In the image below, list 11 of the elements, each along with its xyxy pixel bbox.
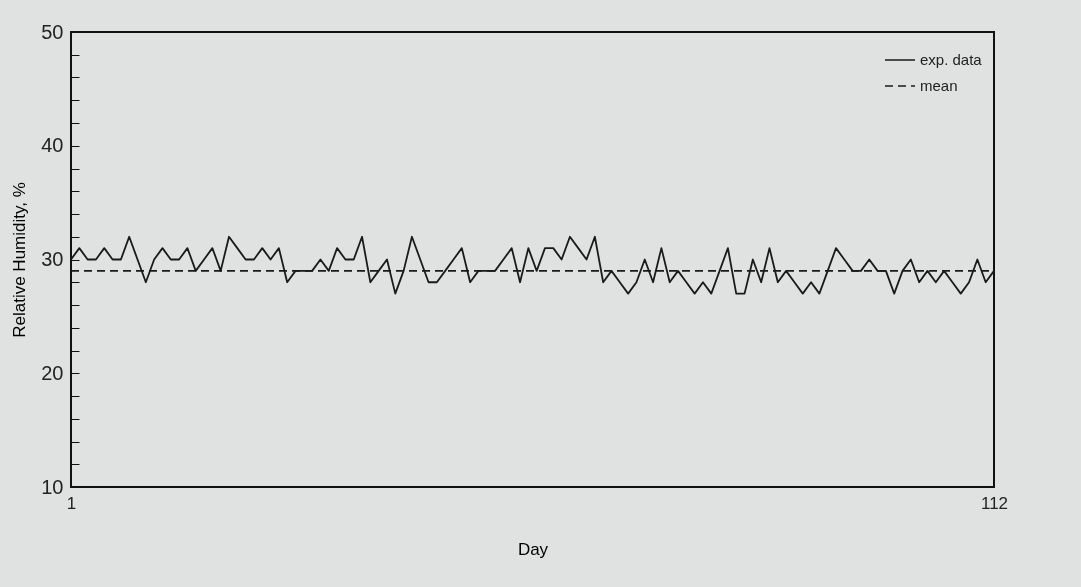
y-tick-label: 40 xyxy=(41,134,64,157)
x-tick-label: 112 xyxy=(980,493,1009,513)
y-tick-label: 20 xyxy=(41,361,64,384)
legend-label: exp. data xyxy=(920,51,983,68)
x-axis-title: Day xyxy=(517,539,549,559)
x-tick-label: 1 xyxy=(66,493,77,513)
y-tick-label: 10 xyxy=(41,475,64,498)
y-tick-label: 50 xyxy=(41,20,64,43)
legend-label: mean xyxy=(920,77,958,94)
y-tick-label: 30 xyxy=(41,248,64,270)
y-axis-title: Relative Humidity, % xyxy=(10,182,30,338)
